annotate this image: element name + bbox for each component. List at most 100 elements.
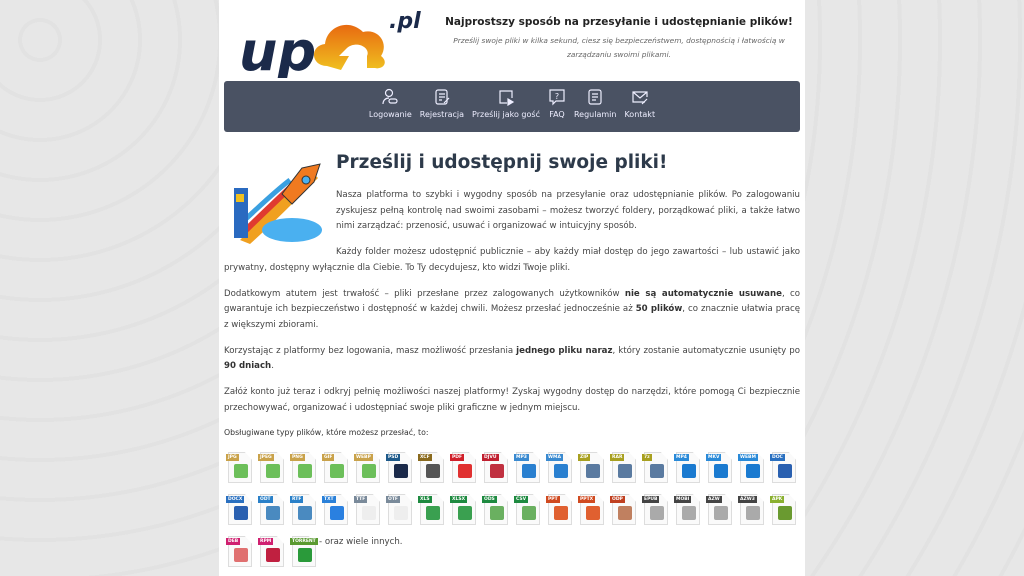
file-type-icon-epub: EPUB — [641, 493, 673, 527]
nav-rejestracja[interactable]: Rejestracja — [416, 81, 468, 132]
file-ext-tag: WEBP — [354, 454, 373, 461]
nav-faq[interactable]: ? FAQ — [544, 81, 570, 132]
file-glyph — [682, 506, 696, 520]
file-ext-tag: OTF — [386, 496, 400, 503]
paragraph-1: Nasza platforma to szybki i wygodny spos… — [336, 190, 800, 231]
file-glyph — [746, 506, 760, 520]
file-ext-tag: DEB — [226, 538, 241, 545]
file-type-icon-torrent: TORRENT — [289, 535, 321, 569]
file-glyph — [522, 506, 536, 520]
mail-edit-icon — [632, 91, 648, 105]
file-ext-tag: PPT — [546, 496, 560, 503]
nav-label: Rejestracja — [419, 110, 465, 119]
file-type-icon-gif: GIF — [321, 451, 353, 485]
text: , co gwarantuje ich bezpieczeństwo i dos… — [224, 288, 801, 315]
file-type-icon-docx: DOCX — [225, 493, 257, 527]
text: Dodatkowym atutem jest trwałość – pliki … — [224, 288, 625, 299]
file-ext-tag: DJVU — [482, 454, 499, 461]
nav-label: Kontakt — [624, 110, 656, 119]
file-type-icon-pptx: PPTX — [577, 493, 609, 527]
main-content: Nasza platforma to szybki i wygodny spos… — [224, 188, 800, 440]
file-type-icon-ttf: TTF — [353, 493, 385, 527]
file-type-icon-mp4: MP4 — [673, 451, 705, 485]
file-ext-tag: TORRENT — [290, 538, 318, 545]
file-ext-tag: DOCX — [226, 496, 245, 503]
file-ext-tag: CSV — [514, 496, 529, 503]
file-type-icon-wma: WMA — [545, 451, 577, 485]
file-ext-tag: ODT — [258, 496, 273, 503]
file-types-label: Obsługiwane typy plików, które możesz pr… — [224, 427, 429, 437]
file-type-icon-odp: ODP — [609, 493, 641, 527]
file-type-icon-otf: OTF — [385, 493, 417, 527]
file-glyph — [330, 506, 344, 520]
file-ext-tag: WEBM — [738, 454, 758, 461]
file-ext-tag: PNG — [290, 454, 305, 461]
svg-text:?: ? — [555, 92, 559, 101]
file-type-icon-xls: XLS — [417, 493, 449, 527]
file-glyph — [298, 548, 312, 562]
nav-regulamin[interactable]: Regulamin — [570, 81, 620, 132]
file-glyph — [330, 464, 344, 478]
file-ext-tag: JPEG — [258, 454, 274, 461]
file-glyph — [490, 506, 504, 520]
file-type-icons: JPG JPEG PNG GIF WEBP PSD XCF PDF DJVU MP3 WMA ZIP R… — [225, 451, 801, 569]
file-type-icon-mkv: MKV — [705, 451, 737, 485]
more-types-text: - oraz wiele innych. — [319, 537, 403, 547]
file-type-icon-deb: DEB — [225, 535, 257, 569]
file-type-icon-ods: ODS — [481, 493, 513, 527]
nav-przeslij-jako-gosc[interactable]: Prześlij jako gość — [468, 81, 544, 132]
file-type-icon-webp: WEBP — [353, 451, 385, 485]
text: Korzystając z platformy bez logowania, m… — [224, 345, 517, 356]
file-glyph — [394, 506, 408, 520]
file-ext-tag: ZIP — [578, 454, 591, 461]
file-ext-tag: XCF — [418, 454, 432, 461]
site-logo[interactable]: up .pl — [239, 4, 429, 78]
rocket-illustration — [234, 163, 322, 244]
paragraph-3: Dodatkowym atutem jest trwałość – pliki … — [224, 287, 800, 334]
file-glyph — [234, 548, 248, 562]
file-type-icon-rpm: RPM — [257, 535, 289, 569]
nav-kontakt[interactable]: Kontakt — [620, 81, 659, 132]
file-type-icon-zip: ZIP — [577, 451, 609, 485]
file-ext-tag: ODP — [610, 496, 625, 503]
paragraph-4: Korzystając z platformy bez logowania, m… — [224, 344, 800, 375]
file-ext-tag: RPM — [258, 538, 274, 545]
file-glyph — [426, 506, 440, 520]
paragraph-2: Każdy folder możesz udostępnić publiczni… — [224, 247, 800, 273]
nav-label: Regulamin — [573, 110, 617, 119]
file-type-icon-apk: APK — [769, 493, 801, 527]
file-glyph — [490, 464, 504, 478]
file-glyph — [682, 464, 696, 478]
file-ext-tag: DOC — [770, 454, 785, 461]
file-glyph — [298, 464, 312, 478]
file-glyph — [586, 506, 600, 520]
file-ext-tag: MKV — [706, 454, 722, 461]
file-glyph — [522, 464, 536, 478]
file-ext-tag: XLS — [418, 496, 432, 503]
file-glyph — [554, 464, 568, 478]
file-type-icon-jpeg: JPEG — [257, 451, 289, 485]
file-ext-tag: APK — [770, 496, 785, 503]
file-glyph — [714, 506, 728, 520]
file-type-icon-png: PNG — [289, 451, 321, 485]
file-type-icon-psd: PSD — [385, 451, 417, 485]
header-subtitle: Prześlij swoje pliki w kilka sekund, cie… — [453, 36, 785, 59]
file-type-icon-djvu: DJVU — [481, 451, 513, 485]
bold-text: 50 plików — [635, 304, 683, 314]
file-ext-tag: AZW — [706, 496, 722, 503]
file-ext-tag: EPUB — [642, 496, 660, 503]
file-type-icon-mp3: MP3 — [513, 451, 545, 485]
file-type-icon-ppt: PPT — [545, 493, 577, 527]
file-glyph — [458, 506, 472, 520]
file-glyph — [778, 464, 792, 478]
file-type-icon-rar: RAR — [609, 451, 641, 485]
header-title: Najprostszy sposób na przesyłanie i udos… — [445, 16, 793, 28]
file-ext-tag: PPTX — [578, 496, 596, 503]
file-glyph — [650, 506, 664, 520]
file-type-icon-7z: 7z — [641, 451, 673, 485]
file-ext-tag: PDF — [450, 454, 465, 461]
nav-logowanie[interactable]: Logowanie — [365, 81, 416, 132]
file-ext-tag: TXT — [322, 496, 336, 503]
main-nav: Logowanie Rejestracja Prześlij jako gość… — [224, 81, 800, 132]
file-type-icon-azw: AZW — [705, 493, 737, 527]
